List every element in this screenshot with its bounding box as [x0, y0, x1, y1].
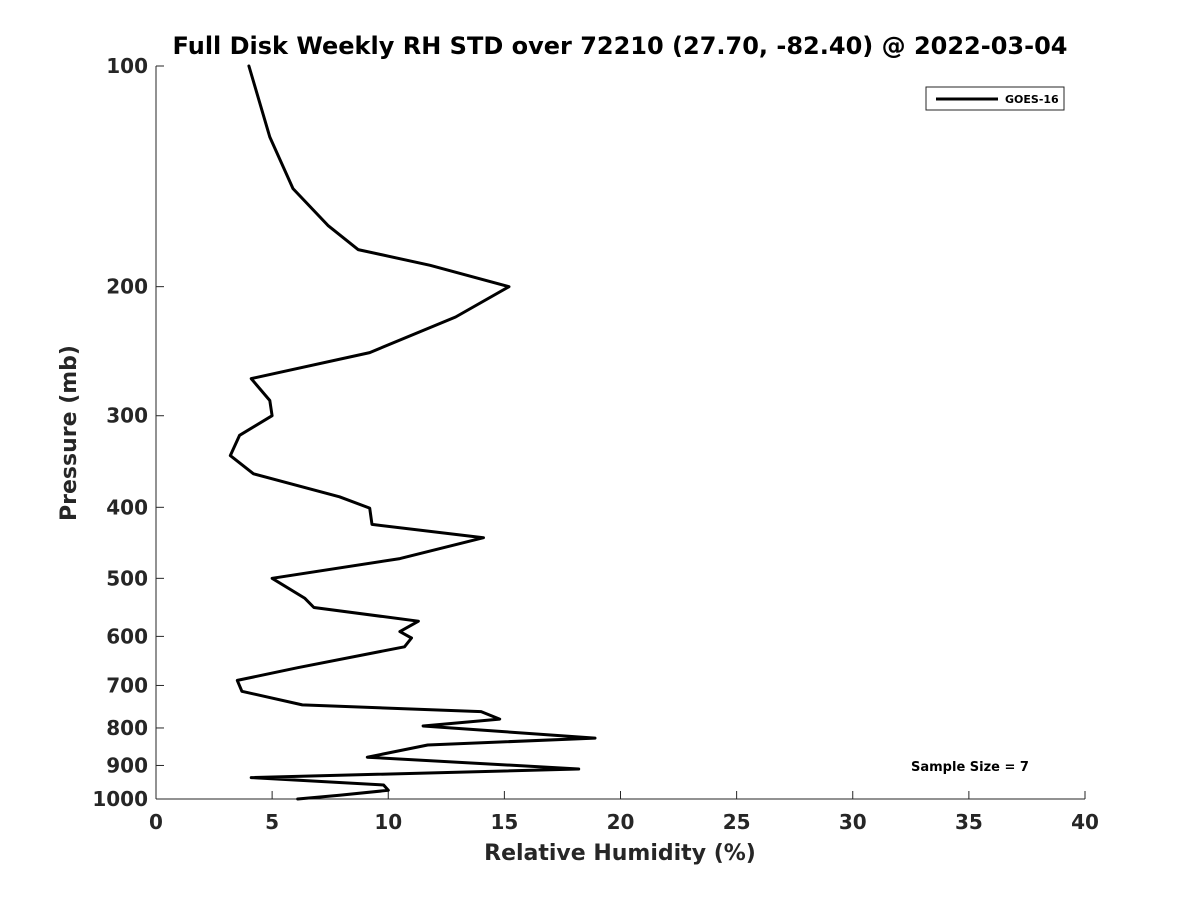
legend: GOES-16 [925, 86, 1065, 111]
x-axis-label: Relative Humidity (%) [484, 841, 756, 866]
sample-size-annotation: Sample Size = 7 [911, 760, 1029, 775]
x-ticks: 0 5 10 15 20 25 30 35 40 [149, 791, 1099, 834]
y-tick-label: 100 [106, 54, 148, 78]
x-tick-label: 20 [607, 810, 635, 834]
legend-label-goes-16: GOES-16 [1005, 93, 1059, 106]
y-tick-label: 300 [106, 404, 148, 428]
y-tick-label: 600 [106, 624, 148, 648]
x-tick-label: 10 [374, 810, 402, 834]
x-tick-label: 35 [955, 810, 983, 834]
x-tick-label: 15 [490, 810, 518, 834]
x-tick-label: 30 [839, 810, 867, 834]
y-tick-label: 400 [106, 495, 148, 519]
y-tick-label: 700 [106, 673, 148, 697]
x-tick-label: 25 [723, 810, 751, 834]
y-tick-label: 500 [106, 566, 148, 590]
x-tick-label: 40 [1071, 810, 1099, 834]
plot-area [156, 66, 1085, 799]
y-ticks: 100 200 300 400 500 600 700 800 900 1000 [92, 54, 164, 811]
y-tick-label: 1000 [92, 787, 148, 811]
chart-title: Full Disk Weekly RH STD over 72210 (27.7… [173, 32, 1068, 60]
y-tick-label: 800 [106, 716, 148, 740]
x-tick-label: 5 [265, 810, 279, 834]
x-tick-label: 0 [149, 810, 163, 834]
y-axis-label: Pressure (mb) [57, 345, 82, 521]
y-tick-label: 200 [106, 275, 148, 299]
series-line-goes-16 [228, 64, 597, 801]
y-tick-label: 900 [106, 753, 148, 777]
